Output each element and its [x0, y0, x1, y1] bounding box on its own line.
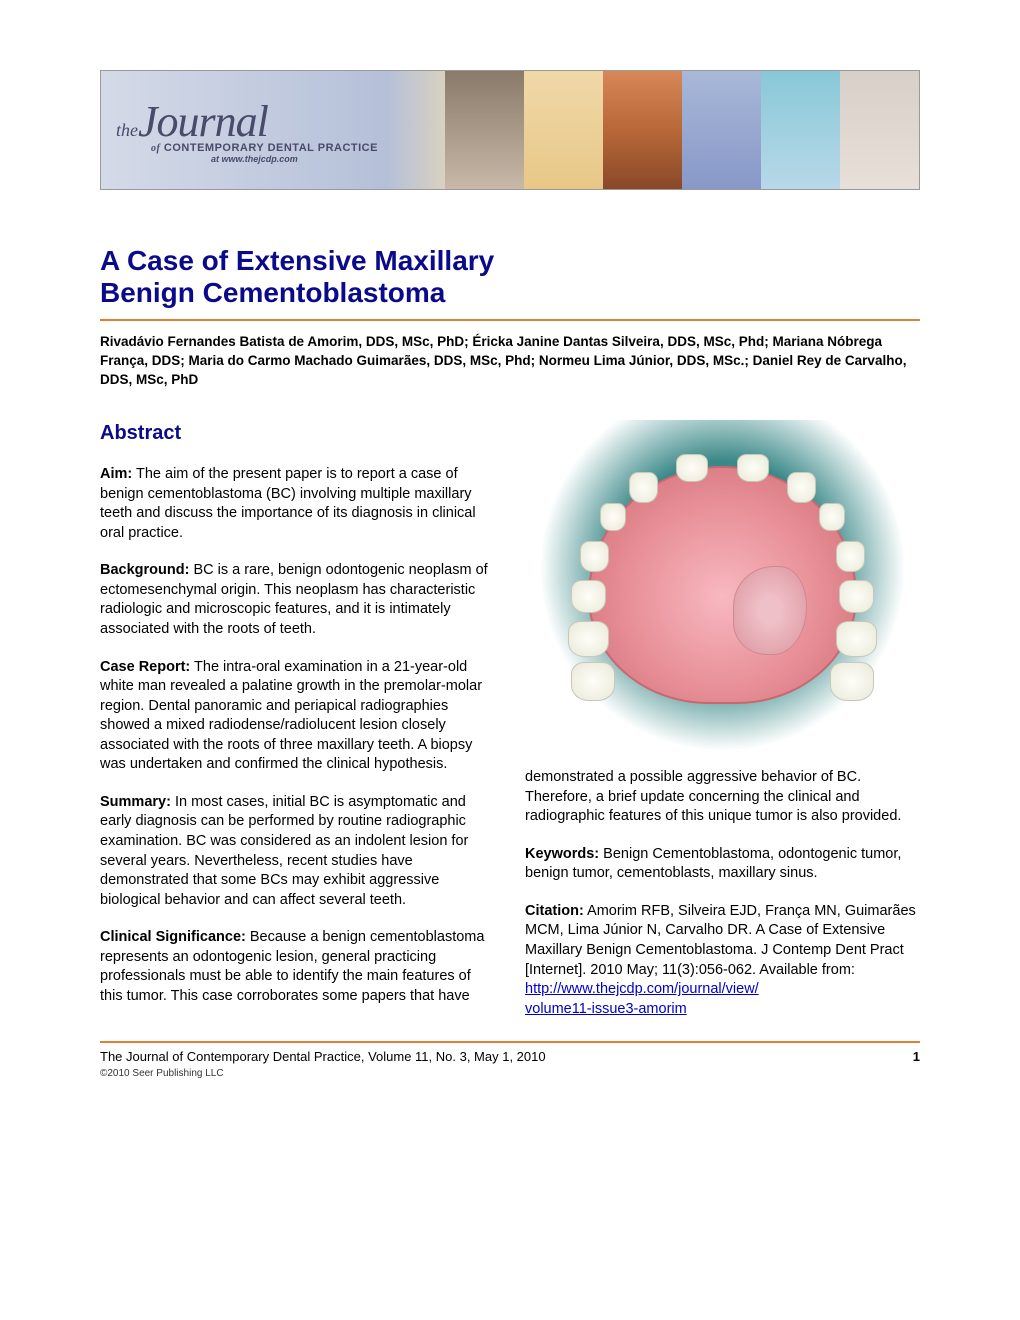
banner-subtitle: CONTEMPORARY DENTAL PRACTICE — [164, 142, 378, 154]
journal-banner: theJournal of CONTEMPORARY DENTAL PRACTI… — [100, 70, 920, 190]
lesion-shape — [733, 566, 807, 655]
clinical-label: Clinical Significance: — [100, 929, 246, 945]
citation-link-2[interactable]: volume11-issue3-amorim — [525, 1001, 687, 1017]
citation-link-1[interactable]: http://www.thejcdp.com/journal/view/ — [525, 981, 759, 997]
palate-illustration — [525, 420, 920, 750]
citation-paragraph: Citation: Amorim RFB, Silveira EJD, Fran… — [525, 902, 920, 1019]
tooth-icon — [676, 454, 708, 482]
left-column: Abstract Aim: The aim of the present pap… — [100, 420, 495, 1019]
tooth-icon — [629, 472, 658, 503]
aim-paragraph: Aim: The aim of the present paper is to … — [100, 465, 495, 543]
title-divider — [100, 319, 920, 321]
tooth-icon — [819, 503, 845, 531]
authors-list: Rivadávio Fernandes Batista de Amorim, D… — [100, 333, 920, 390]
tooth-icon — [737, 454, 769, 482]
tooth-icon — [830, 662, 874, 701]
background-paragraph: Background: BC is a rare, benign odontog… — [100, 561, 495, 639]
teeth-arc — [577, 457, 868, 714]
banner-collage — [445, 71, 919, 189]
banner-image-implant — [682, 71, 761, 189]
title-line-1: A Case of Extensive Maxillary — [100, 245, 494, 276]
keywords-paragraph: Keywords: Benign Cementoblastoma, odonto… — [525, 845, 920, 884]
tooth-icon — [568, 621, 609, 657]
tooth-icon — [571, 580, 606, 613]
continuation-paragraph: demonstrated a possible aggressive behav… — [525, 768, 920, 827]
right-column: demonstrated a possible aggressive behav… — [525, 420, 920, 1019]
copyright-text: ©2010 Seer Publishing LLC — [100, 1068, 920, 1079]
summary-paragraph: Summary: In most cases, initial BC is as… — [100, 793, 495, 910]
content-columns: Abstract Aim: The aim of the present pap… — [100, 420, 920, 1019]
case-label: Case Report: — [100, 659, 190, 675]
summary-text: In most cases, initial BC is asymptomati… — [100, 794, 468, 908]
citation-label: Citation: — [525, 903, 584, 919]
footer-row: The Journal of Contemporary Dental Pract… — [100, 1049, 920, 1064]
banner-logo: theJournal of CONTEMPORARY DENTAL PRACTI… — [101, 96, 378, 164]
background-label: Background: — [100, 562, 189, 578]
banner-the-text: the — [116, 120, 138, 140]
footer-journal-info: The Journal of Contemporary Dental Pract… — [100, 1049, 546, 1064]
aim-label: Aim: — [100, 466, 132, 482]
banner-of-text: of — [151, 143, 160, 154]
tooth-icon — [787, 472, 816, 503]
banner-url-text: www.thejcdp.com — [222, 154, 298, 164]
banner-image-dna — [603, 71, 682, 189]
banner-image-cells — [524, 71, 603, 189]
page-number: 1 — [913, 1049, 920, 1064]
citation-text: Amorim RFB, Silveira EJD, França MN, Gui… — [525, 903, 916, 978]
tooth-icon — [836, 621, 877, 657]
abstract-heading: Abstract — [100, 420, 495, 447]
tooth-icon — [580, 541, 609, 572]
clinical-paragraph: Clinical Significance: Because a benign … — [100, 928, 495, 1006]
case-text: The intra-oral examination in a 21-year-… — [100, 659, 482, 773]
summary-label: Summary: — [100, 794, 171, 810]
case-paragraph: Case Report: The intra-oral examination … — [100, 658, 495, 775]
banner-image-drops — [761, 71, 840, 189]
article-title: A Case of Extensive Maxillary Benign Cem… — [100, 245, 920, 309]
banner-subtitle-row: of CONTEMPORARY DENTAL PRACTICE — [151, 142, 378, 154]
title-line-2: Benign Cementoblastoma — [100, 277, 445, 308]
tooth-icon — [600, 503, 626, 531]
footer-divider — [100, 1041, 920, 1043]
keywords-label: Keywords: — [525, 846, 599, 862]
tooth-icon — [839, 580, 874, 613]
banner-url-row: at www.thejcdp.com — [211, 154, 378, 164]
aim-text: The aim of the present paper is to repor… — [100, 466, 476, 541]
tooth-icon — [571, 662, 615, 701]
banner-image-dentist-1 — [445, 71, 524, 189]
banner-image-dentist-2 — [840, 71, 919, 189]
tooth-icon — [836, 541, 865, 572]
palate-shape — [588, 466, 857, 704]
banner-journal-text: Journal — [138, 97, 268, 146]
banner-at: at — [211, 154, 219, 164]
